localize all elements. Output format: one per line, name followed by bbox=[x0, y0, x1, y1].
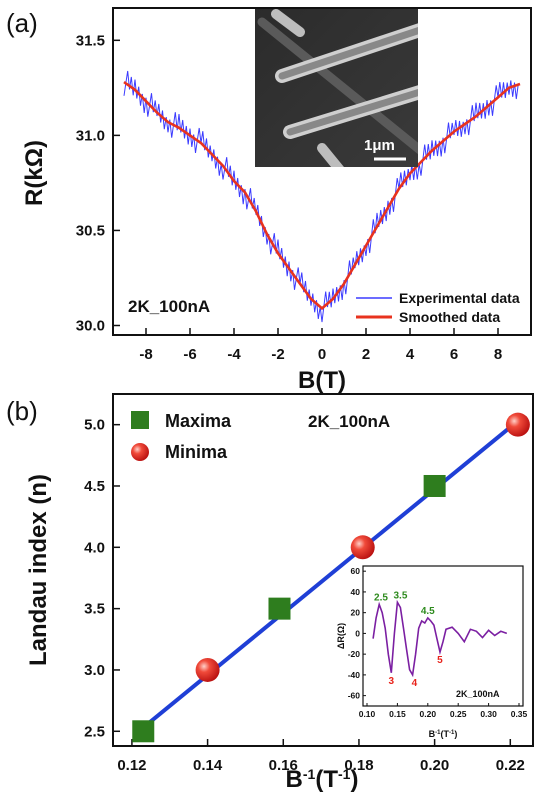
panel-b-annotation: 2K_100nA bbox=[308, 412, 390, 431]
x-tick-label: 6 bbox=[450, 346, 458, 363]
sem-inset-image: 1μm bbox=[255, 9, 418, 167]
x-tick-label: 4 bbox=[406, 346, 415, 363]
panel-a-label: (a) bbox=[6, 8, 38, 38]
y-tick-label: 4.0 bbox=[84, 539, 105, 556]
y-tick-label: 5.0 bbox=[84, 417, 105, 434]
series-smoothed-line bbox=[123, 81, 521, 311]
panel-b: (b) 2.53.03.54.04.55.0 0.12 0.14 0.16 0.18 0… bbox=[6, 393, 534, 793]
panel-b-frame bbox=[112, 393, 534, 747]
y-tick-label: 31.5 bbox=[76, 32, 105, 49]
legend-label-maxima: Maxima bbox=[165, 411, 232, 431]
x-tick-label: 0.14 bbox=[193, 757, 223, 774]
panel-a: (a) 30.0 30.5 31.0 31.5 -8 -6 -4 -2 0 2 4 6 8 bbox=[6, 7, 532, 394]
y-tick-label: 4.5 bbox=[84, 478, 105, 495]
inset-x-ticks: 0.10 0.15 0.20 0.25 0.30 0.35 bbox=[359, 703, 528, 719]
x-tick-label: 2 bbox=[362, 346, 370, 363]
inset-minima-label: 4 bbox=[412, 678, 418, 689]
series-experimental-line bbox=[123, 70, 519, 323]
x-tick-label: -8 bbox=[139, 346, 152, 363]
sem-nanowire-upper-core bbox=[278, 26, 418, 80]
maxima-point bbox=[423, 474, 446, 497]
panel-a-legend: Experimental data Smoothed data bbox=[356, 290, 520, 325]
inset-peak-labels: 2.5 3.5 4.5 3 4 5 bbox=[374, 590, 443, 689]
sem-scale-bar-label: 1μm bbox=[364, 137, 395, 154]
inset-y-tick-label: 60 bbox=[351, 566, 361, 576]
y-tick-label: 30.5 bbox=[76, 222, 105, 239]
inset-x-tick-label: 0.35 bbox=[511, 709, 528, 719]
sem-nanowire-lower-core bbox=[286, 88, 418, 136]
minima-point bbox=[505, 412, 530, 437]
panel-b-y-ticks: 2.5 3.0 3.5 4.0 4.5 5.0 bbox=[84, 417, 120, 740]
minima-point bbox=[350, 535, 375, 560]
x-tick-label: -4 bbox=[227, 346, 241, 363]
inset-y-tick-label: 20 bbox=[351, 608, 361, 618]
inset-x-tick-label: 0.20 bbox=[420, 709, 437, 719]
panel-b-x-axis-title: B-1(T-1) bbox=[286, 766, 359, 793]
inset-x-tick-label: 0.15 bbox=[389, 709, 406, 719]
inset-series bbox=[372, 599, 508, 678]
panel-a-x-ticks: -8 -6 -4 -2 0 2 4 6 8 bbox=[139, 328, 502, 363]
inset-frame bbox=[362, 565, 524, 707]
inset-maxima-label: 2.5 bbox=[374, 592, 388, 603]
panel-a-y-axis-title: R(kΩ) bbox=[21, 140, 48, 206]
x-tick-label: 0.16 bbox=[269, 757, 298, 774]
x-tick-label: 0.18 bbox=[344, 757, 373, 774]
inset-y-axis-title: ΔR(Ω) bbox=[336, 623, 346, 649]
x-tick-label: 0.12 bbox=[117, 757, 146, 774]
inset-y-tick-label: 40 bbox=[351, 587, 361, 597]
y-tick-label: 3.0 bbox=[84, 662, 105, 679]
inset-x-tick-label: 0.25 bbox=[450, 709, 467, 719]
legend-marker-minima bbox=[131, 443, 149, 461]
minima-point bbox=[195, 657, 220, 682]
inset-x-tick-label: 0.10 bbox=[359, 709, 376, 719]
inset-y-tick-label: -60 bbox=[348, 691, 361, 701]
y-tick-label: 31.0 bbox=[76, 127, 105, 144]
panel-b-points bbox=[132, 412, 530, 743]
y-tick-label: 30.0 bbox=[76, 317, 105, 334]
inset-x-tick-label: 0.30 bbox=[480, 709, 497, 719]
inset-delta-r-line bbox=[372, 599, 508, 678]
x-tick-label: 0 bbox=[318, 346, 326, 363]
sem-contact-bottom bbox=[317, 143, 344, 167]
x-tick-label: -2 bbox=[271, 346, 284, 363]
x-tick-label: -6 bbox=[183, 346, 196, 363]
panel-b-legend: Maxima Minima bbox=[131, 411, 232, 462]
y-tick-label: 2.5 bbox=[84, 723, 105, 740]
inset-y-tick-label: -20 bbox=[348, 649, 361, 659]
inset-maxima-label: 4.5 bbox=[421, 606, 435, 617]
maxima-point bbox=[268, 597, 291, 620]
inset-x-axis-title: B-1(T-1) bbox=[429, 729, 458, 739]
panel-b-inset: -60 -40 -20 0 20 40 60 0.10 0.15 0.20 0.25 0.30 0.3… bbox=[336, 565, 528, 739]
inset-minima-label: 5 bbox=[437, 655, 443, 666]
panel-b-x-ticks: 0.12 0.14 0.16 0.18 0.20 0.22 bbox=[117, 739, 525, 774]
panel-b-y-axis-title: Landau index (n) bbox=[25, 474, 52, 666]
panel-a-x-axis-title: B(T) bbox=[298, 367, 346, 394]
inset-annotation: 2K_100nA bbox=[456, 689, 500, 699]
maxima-point bbox=[132, 720, 155, 743]
panel-a-y-ticks: 30.0 30.5 31.0 31.5 bbox=[76, 32, 120, 334]
x-tick-label: 8 bbox=[494, 346, 502, 363]
legend-label-minima: Minima bbox=[165, 442, 228, 462]
inset-y-tick-label: 0 bbox=[355, 628, 360, 638]
panel-a-series bbox=[123, 70, 521, 323]
inset-minima-label: 3 bbox=[389, 676, 395, 687]
legend-label-smoothed: Smoothed data bbox=[399, 309, 500, 325]
panel-b-label: (b) bbox=[6, 396, 38, 426]
inset-y-ticks: -60 -40 -20 0 20 40 60 bbox=[348, 566, 366, 701]
x-tick-label: 0.20 bbox=[420, 757, 449, 774]
legend-label-experimental: Experimental data bbox=[399, 290, 520, 306]
inset-maxima-label: 3.5 bbox=[393, 590, 407, 601]
y-tick-label: 3.5 bbox=[84, 601, 105, 618]
sem-wire-diagonal bbox=[257, 17, 418, 155]
inset-y-tick-label: -40 bbox=[348, 670, 361, 680]
panel-a-annotation: 2K_100nA bbox=[128, 297, 210, 316]
sem-contact-top bbox=[271, 9, 305, 37]
x-tick-label: 0.22 bbox=[496, 757, 525, 774]
legend-marker-maxima bbox=[131, 411, 149, 429]
